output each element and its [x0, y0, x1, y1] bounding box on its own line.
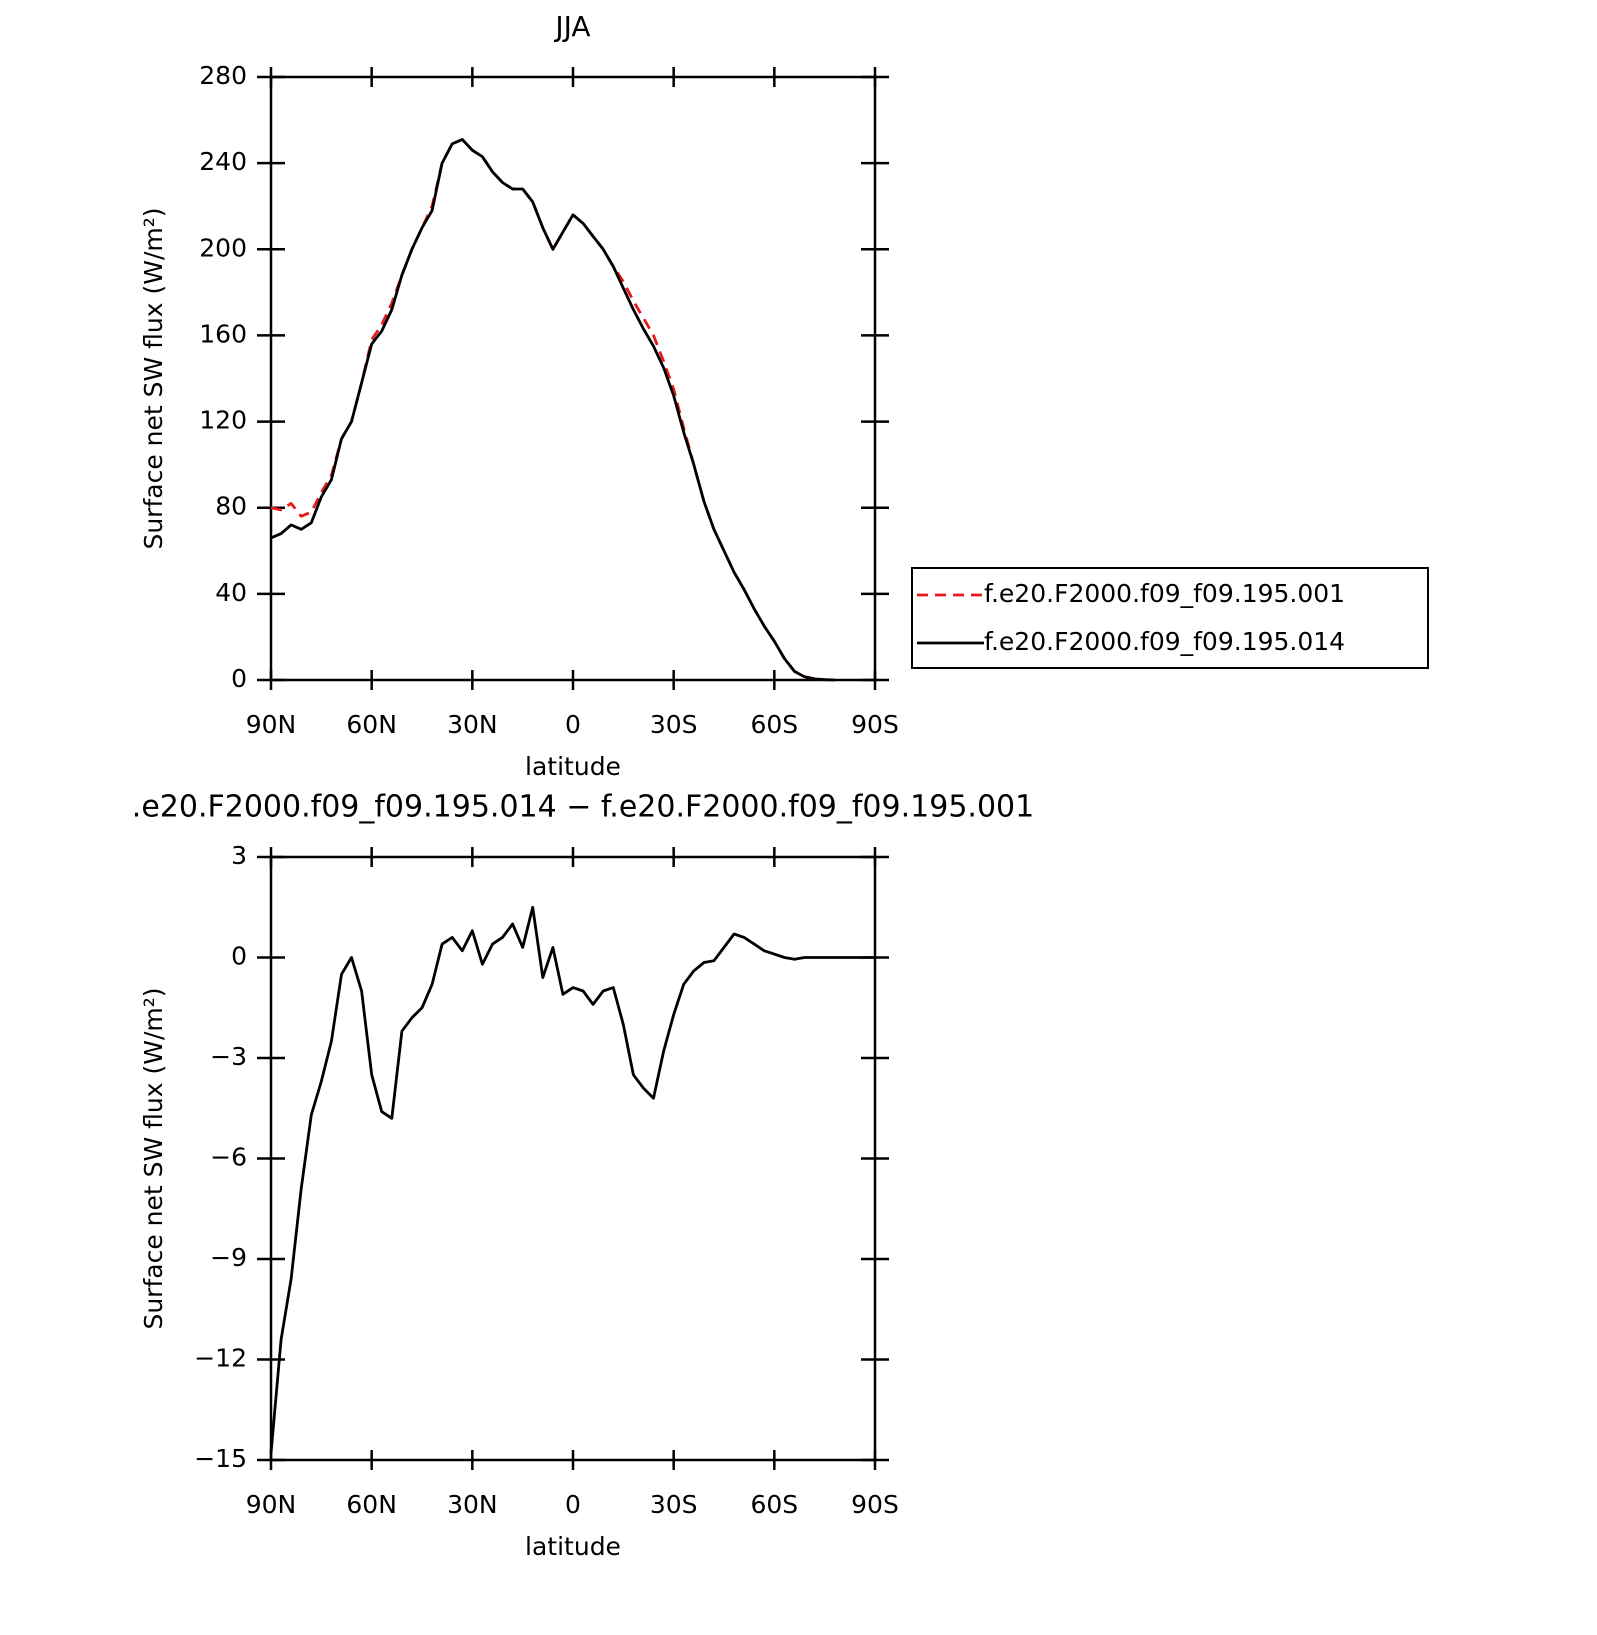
x-tick-label: 30S	[650, 1490, 698, 1519]
y-tick-label: −12	[194, 1344, 247, 1373]
chart-title: JJA	[553, 10, 590, 43]
x-tick-label: 0	[565, 710, 581, 739]
x-tick-label: 60S	[750, 710, 798, 739]
x-tick-label: 90S	[851, 710, 899, 739]
y-tick-label: 40	[215, 578, 247, 607]
y-tick-label: 240	[199, 147, 247, 176]
plot-frame	[269, 855, 877, 1462]
x-tick-label: 60N	[346, 710, 397, 739]
y-tick-label: −15	[194, 1444, 247, 1473]
y-tick-label: 120	[199, 406, 247, 435]
y-tick-label: 0	[231, 942, 247, 971]
y-tick-label: 0	[231, 664, 247, 693]
y-tick-label: 280	[199, 61, 247, 90]
y-axis-label: Surface net SW flux (W/m²)	[139, 207, 168, 549]
y-tick-label: −6	[210, 1143, 247, 1172]
y-tick-label: −3	[210, 1042, 247, 1071]
x-tick-label: 30N	[447, 1490, 498, 1519]
x-axis-label: latitude	[525, 752, 621, 781]
series-line	[269, 905, 875, 1454]
y-tick-label: 3	[231, 841, 247, 870]
x-tick-label: 30N	[447, 710, 498, 739]
y-tick-label: 80	[215, 492, 247, 521]
x-tick-label: 90S	[851, 1490, 899, 1519]
x-tick-label: 60N	[346, 1490, 397, 1519]
y-axis-label: Surface net SW flux (W/m²)	[139, 987, 168, 1329]
x-tick-label: 0	[565, 1490, 581, 1519]
x-tick-label: 90N	[246, 710, 297, 739]
y-tick-label: 160	[199, 319, 247, 348]
x-tick-label: 30S	[650, 710, 698, 739]
x-axis-label: latitude	[525, 1532, 621, 1561]
x-tick-label: 90N	[246, 1490, 297, 1519]
legend-box	[911, 567, 1429, 669]
legend-label: f.e20.F2000.f09_f09.195.001	[984, 579, 1345, 608]
y-tick-label: −9	[210, 1243, 247, 1272]
x-tick-label: 60S	[750, 1490, 798, 1519]
series-line	[270, 138, 835, 682]
y-tick-label: 200	[199, 233, 247, 262]
chart-title: .e20.F2000.f09_f09.195.014 − f.e20.F2000…	[132, 790, 1034, 825]
legend-label: f.e20.F2000.f09_f09.195.014	[984, 627, 1345, 656]
